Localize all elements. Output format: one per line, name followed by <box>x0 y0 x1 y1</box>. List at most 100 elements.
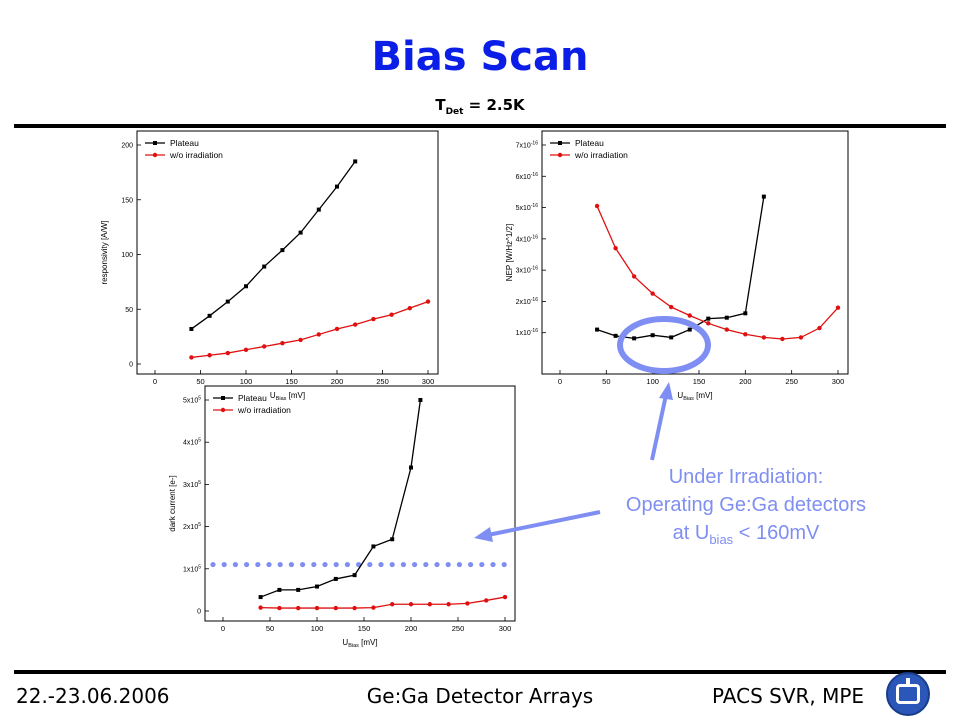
x-tick-label: 150 <box>285 377 298 386</box>
data-point-plateau <box>333 576 338 581</box>
plot-frame <box>541 130 849 375</box>
data-point-irradiation <box>743 332 748 337</box>
data-point-plateau <box>724 315 729 320</box>
reference-dot <box>333 561 339 568</box>
series-line-plateau <box>596 196 765 340</box>
annotation-line-3-sub: bias <box>709 532 734 547</box>
data-point-plateau <box>296 587 301 592</box>
series-line-plateau <box>260 399 422 598</box>
x-tick-label: 150 <box>358 624 371 633</box>
y-axis-label: responsivity [A/W] <box>100 220 109 284</box>
legend-marker <box>558 141 562 145</box>
annotation-line-1: Under Irradiation: <box>668 466 824 488</box>
reference-dot <box>244 561 250 568</box>
data-point-irradiation <box>427 602 432 607</box>
series-line-plateau <box>191 161 356 330</box>
x-tick-label: 50 <box>602 377 610 386</box>
reference-dot <box>322 561 328 568</box>
highlight-ellipse <box>617 316 711 374</box>
data-point-irradiation <box>277 605 282 611</box>
legend-marker <box>153 141 157 145</box>
data-point-irradiation <box>314 605 320 611</box>
data-point-plateau <box>761 194 766 199</box>
legend-label: w/o irradiation <box>574 150 628 160</box>
data-point-plateau <box>258 595 263 600</box>
subtitle-symbol: T <box>435 96 446 114</box>
data-point-plateau <box>316 207 321 212</box>
y-tick-label: 1x10-16 <box>516 328 539 337</box>
top-divider <box>14 124 946 128</box>
data-point-irradiation <box>780 336 785 342</box>
y-tick-label: 6x10-16 <box>516 172 539 181</box>
annotation-callout: Under Irradiation: Operating Ge:Ga detec… <box>596 463 896 554</box>
x-tick-label: 200 <box>739 377 752 386</box>
legend-label: Plateau <box>238 393 267 403</box>
data-point-irradiation <box>296 605 301 611</box>
data-point-plateau <box>189 326 194 331</box>
x-tick-label: 50 <box>196 377 204 386</box>
x-axis-label: UBias [mV] <box>270 391 305 402</box>
data-point-plateau <box>706 316 711 321</box>
data-point-plateau <box>207 313 212 318</box>
reference-dot <box>367 561 373 568</box>
data-point-irradiation <box>724 327 729 332</box>
data-point-irradiation <box>687 313 692 318</box>
legend-label: w/o irradiation <box>237 405 291 415</box>
reference-dot <box>311 561 317 568</box>
y-tick-label: 4x105 <box>183 438 201 447</box>
reference-dot <box>423 561 429 568</box>
reference-dot <box>412 561 418 568</box>
data-point-plateau <box>632 336 637 341</box>
data-point-plateau <box>650 333 655 338</box>
y-tick-label: 5x105 <box>183 396 201 405</box>
x-tick-label: 100 <box>646 377 659 386</box>
x-tick-label: 200 <box>331 377 344 386</box>
legend-marker <box>557 152 563 158</box>
data-point-irradiation <box>835 305 841 310</box>
x-tick-label: 250 <box>376 377 389 386</box>
reference-dot <box>434 561 440 568</box>
reference-dot <box>456 561 462 568</box>
data-point-plateau <box>743 311 748 316</box>
data-point-plateau <box>352 573 357 578</box>
annotation-line-3-post: < 160mV <box>733 522 820 544</box>
data-point-plateau <box>418 398 423 402</box>
y-tick-label: 0 <box>129 362 133 369</box>
reference-dot <box>300 561 306 568</box>
data-point-plateau <box>687 327 692 332</box>
y-axis-label: dark current [e-] <box>168 475 177 531</box>
legend-label: Plateau <box>575 138 604 148</box>
subtitle-subscript: Det <box>445 107 464 117</box>
series-line-irradiation <box>191 300 429 359</box>
reference-dot <box>378 561 384 568</box>
x-tick-label: 100 <box>240 377 253 386</box>
reference-dot <box>445 561 451 568</box>
data-point-irradiation <box>225 350 230 356</box>
footer-institute: PACS SVR, MPE <box>712 684 865 708</box>
data-point-plateau <box>277 587 282 592</box>
data-point-irradiation <box>650 291 655 296</box>
reference-dot <box>479 561 485 568</box>
reference-dot <box>468 561 474 568</box>
arrow-head <box>474 527 493 542</box>
data-point-plateau <box>613 333 618 338</box>
y-tick-label: 0 <box>197 609 201 616</box>
legend-marker <box>220 407 226 413</box>
data-point-irradiation <box>502 594 508 600</box>
annotation-line-3: at Ubias < 160mV <box>596 519 896 554</box>
x-tick-label: 250 <box>785 377 798 386</box>
y-tick-label: 200 <box>121 143 133 150</box>
logo-frame <box>896 684 920 704</box>
reference-dot <box>255 561 261 568</box>
data-point-irradiation <box>484 598 489 603</box>
arrow-head <box>659 382 673 400</box>
y-tick-label: 2x105 <box>183 522 201 531</box>
y-tick-label: 3x105 <box>183 480 201 489</box>
series-line-irradiation <box>260 596 506 609</box>
chart-1: 0 50 100 150 200 250 300 0 50 100 150 200 UBias [mV]… <box>100 130 439 402</box>
y-tick-label: 4x10-16 <box>516 234 539 243</box>
data-point-irradiation <box>262 344 267 349</box>
x-tick-label: 0 <box>558 377 562 386</box>
callout-arrow-left <box>474 510 601 542</box>
